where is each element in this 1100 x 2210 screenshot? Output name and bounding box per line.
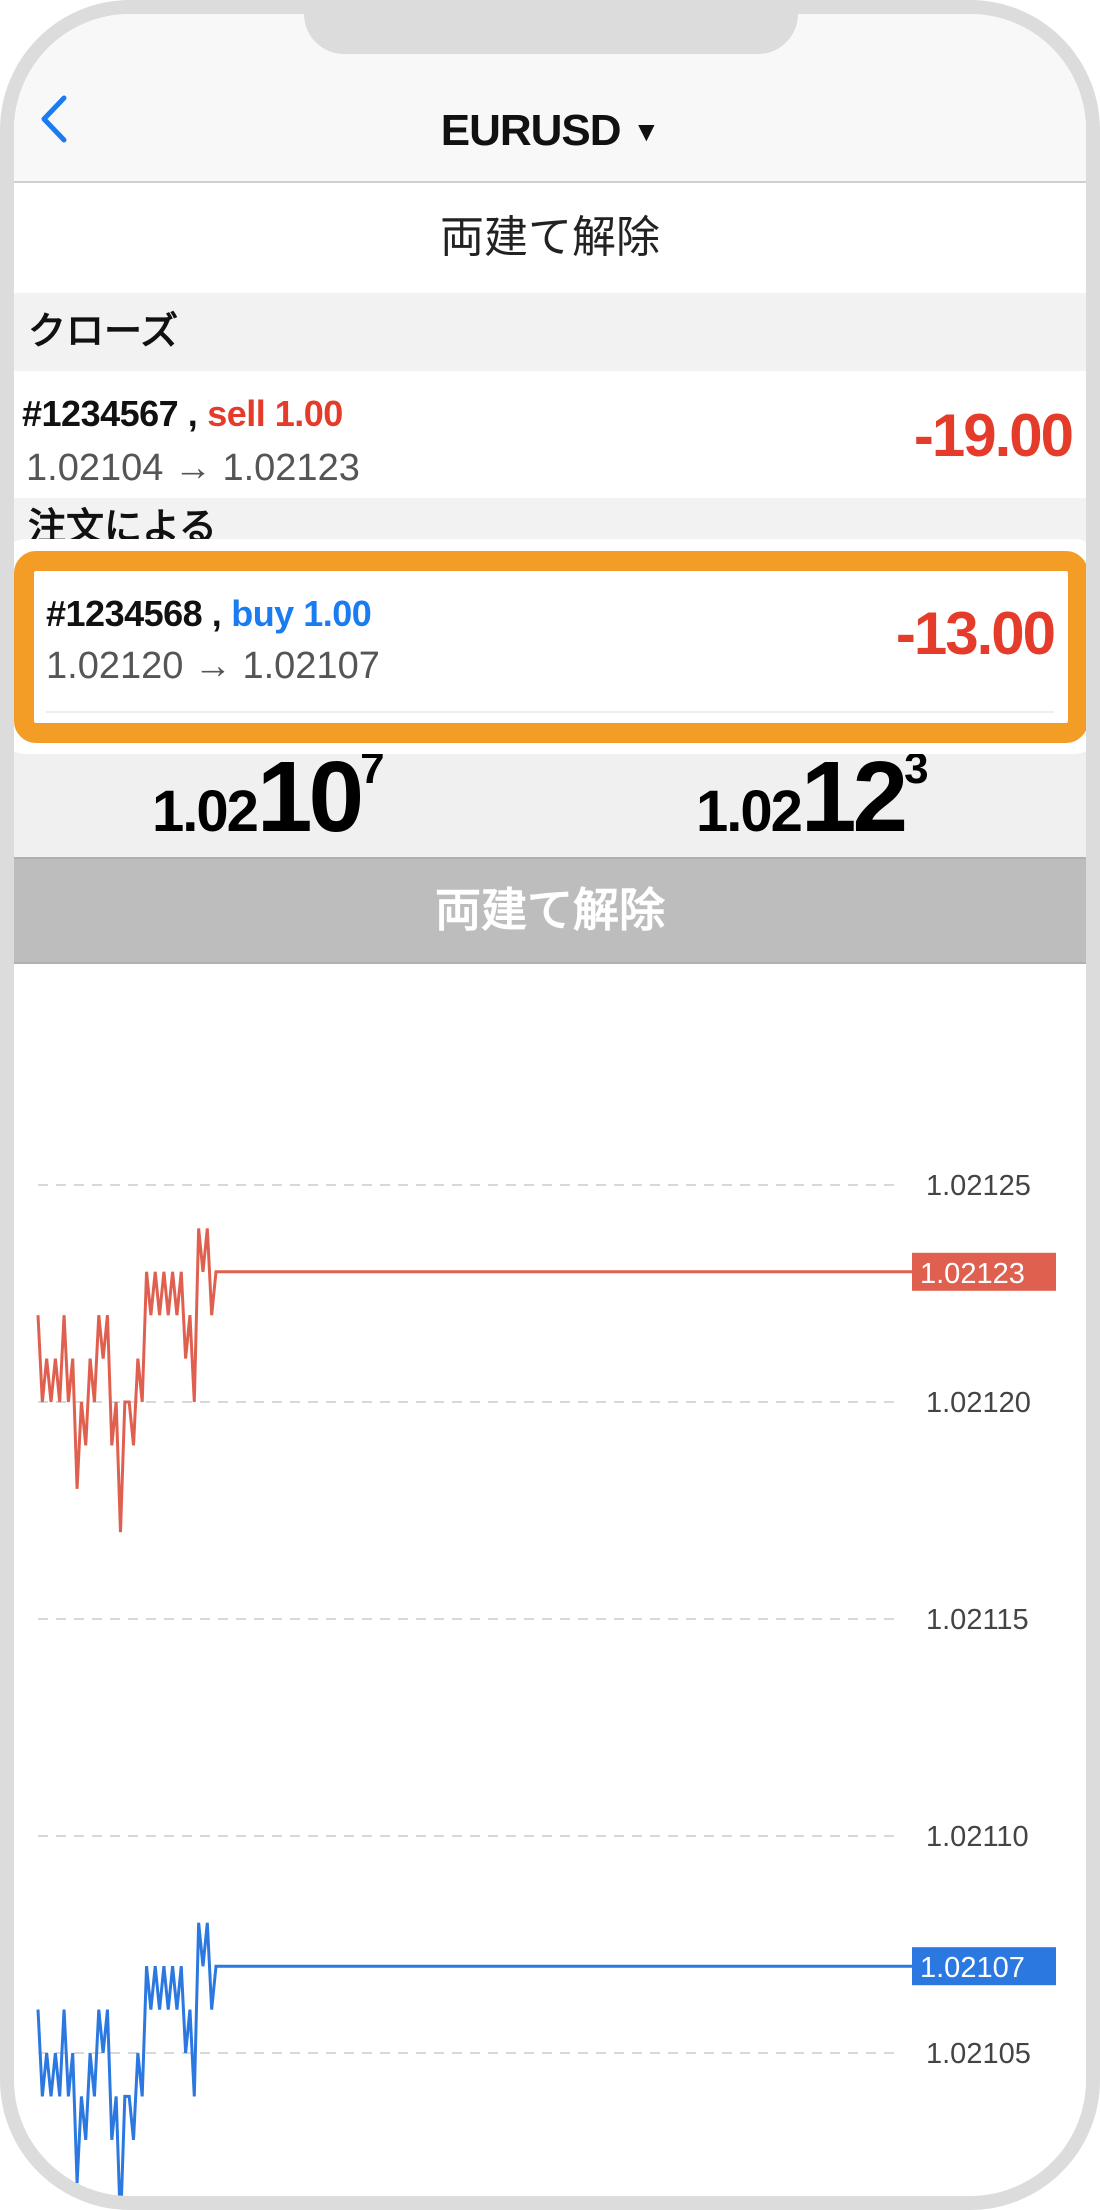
position-row[interactable]: #1234567 , sell 1.00 1.02104 → 1.02123 -1… [14,371,1086,498]
close-by-button[interactable]: 両建て解除 [14,857,1086,964]
profit-loss: -19.00 [913,402,1074,469]
price-change: 1.02104 → 1.02123 [26,447,360,489]
y-tick-label: 1.02110 [926,1821,1029,1853]
last-price-label: 1.02107 [920,1952,1025,1984]
notch [304,0,798,54]
symbol-selector[interactable]: EURUSD ▼ [14,106,1086,156]
caret-down-icon: ▼ [632,116,661,147]
back-chevron-icon[interactable] [34,94,84,144]
y-tick-label: 1.02125 [926,1170,1031,1202]
ticket-number: #1234568 [46,593,203,634]
quote-panel: 1.02107 1.02123 [14,740,1086,857]
section-close: クローズ [14,293,1086,371]
highlight-callout: #1234568 , buy 1.00 1.02120 → 1.02107 -13… [14,539,1086,754]
page-title: 両建て解除 [14,183,1086,293]
last-price-label: 1.02123 [920,1258,1025,1290]
symbol-title: EURUSD [440,106,622,155]
separator: , [211,593,222,634]
highlighted-position-row[interactable]: #1234568 , buy 1.00 1.02120 → 1.02107 -13… [14,551,1086,743]
y-tick-label: 1.02105 [926,2038,1031,2070]
separator: , [187,393,198,434]
profit-loss: -13.00 [895,600,1056,667]
y-tick-label: 1.02115 [926,1604,1029,1636]
price-chart: 1.02125 1.02120 1.02115 1.02110 1.02105 1.021… [36,1170,1056,2196]
last-price-badge [912,1947,1056,1986]
ask-price: 1.02123 [696,741,929,853]
last-price-badge [912,1252,1056,1291]
ticket-number: #1234567 [22,393,179,434]
series-line-0 [36,1228,912,1533]
series-line-1 [36,1922,912,2196]
price-change: 1.02120 → 1.02107 [46,645,380,687]
bid-price: 1.02107 [152,741,385,853]
trade-side: sell 1.00 [207,393,343,434]
trade-side: buy 1.00 [231,593,372,634]
y-tick-label: 1.02120 [926,1387,1031,1419]
